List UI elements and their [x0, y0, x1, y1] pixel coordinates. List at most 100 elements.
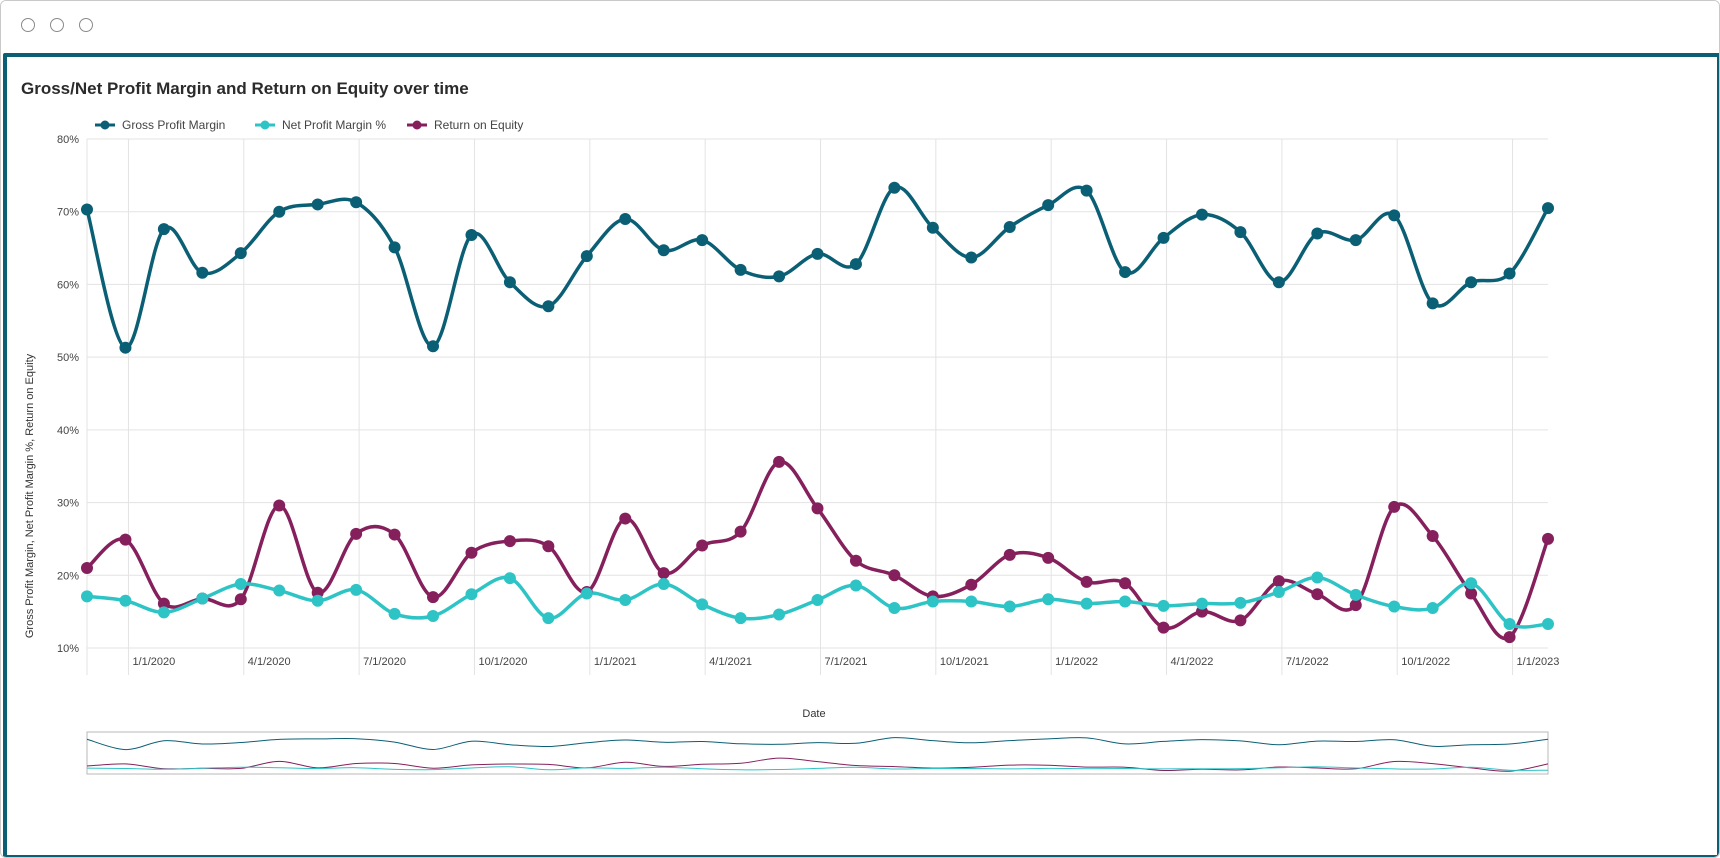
gross-profit-margin-point[interactable]	[1311, 227, 1324, 240]
return-on-equity-point[interactable]	[811, 502, 824, 515]
legend-item-net-profit-margin[interactable]: Net Profit Margin %	[255, 118, 386, 132]
legend-item-gross-profit-margin[interactable]: Gross Profit Margin	[95, 118, 225, 132]
net-profit-margin-point[interactable]	[580, 587, 593, 600]
net-profit-margin-point[interactable]	[542, 612, 555, 625]
return-on-equity-point[interactable]	[888, 569, 901, 582]
gross-profit-margin-point[interactable]	[1426, 297, 1439, 310]
return-on-equity-point[interactable]	[1042, 551, 1055, 564]
gross-profit-margin-point[interactable]	[1119, 266, 1132, 279]
return-on-equity-point[interactable]	[773, 455, 786, 468]
return-on-equity-point[interactable]	[734, 525, 747, 538]
close-window-button[interactable]	[21, 18, 35, 32]
return-on-equity-point[interactable]	[1311, 588, 1324, 601]
gross-profit-margin-point[interactable]	[234, 247, 247, 260]
net-profit-margin-point[interactable]	[1503, 618, 1516, 631]
gross-profit-margin-point[interactable]	[1542, 202, 1554, 215]
return-on-equity-point[interactable]	[388, 528, 401, 541]
net-profit-margin-point[interactable]	[196, 592, 209, 605]
return-on-equity-point[interactable]	[849, 554, 862, 567]
gross-profit-margin-point[interactable]	[1042, 199, 1055, 212]
net-profit-margin-point[interactable]	[1119, 595, 1132, 608]
return-on-equity-point[interactable]	[1003, 548, 1016, 561]
gross-profit-margin-point[interactable]	[1465, 276, 1478, 289]
gross-profit-margin-point[interactable]	[580, 250, 593, 263]
return-on-equity-point[interactable]	[1234, 614, 1247, 627]
gross-profit-margin-point[interactable]	[926, 221, 939, 234]
gross-profit-margin-point[interactable]	[696, 234, 709, 247]
net-profit-margin-point[interactable]	[1542, 618, 1554, 631]
gross-profit-margin-point[interactable]	[427, 340, 440, 353]
net-profit-margin-point[interactable]	[657, 578, 670, 591]
gross-profit-margin-point[interactable]	[1388, 209, 1401, 222]
return-on-equity-point[interactable]	[965, 578, 978, 591]
return-on-equity-point[interactable]	[119, 533, 132, 546]
net-profit-margin-point[interactable]	[811, 594, 824, 607]
gross-profit-margin-point[interactable]	[1272, 276, 1285, 289]
net-profit-margin-point[interactable]	[1311, 571, 1324, 584]
return-on-equity-point[interactable]	[1542, 532, 1554, 545]
maximize-window-button[interactable]	[79, 18, 93, 32]
return-on-equity-point[interactable]	[157, 597, 170, 610]
gross-profit-margin-point[interactable]	[1003, 220, 1016, 233]
gross-profit-margin-point[interactable]	[811, 247, 824, 260]
legend-item-return-on-equity[interactable]: Return on Equity	[407, 118, 523, 132]
return-on-equity-point[interactable]	[350, 527, 363, 540]
gross-profit-margin-point[interactable]	[1234, 226, 1247, 239]
gross-profit-margin-point[interactable]	[1349, 234, 1362, 247]
return-on-equity-point[interactable]	[1388, 500, 1401, 513]
gross-profit-margin-point[interactable]	[734, 263, 747, 276]
return-on-equity-point[interactable]	[234, 593, 247, 606]
gross-profit-margin-point[interactable]	[1157, 231, 1170, 244]
return-on-equity-point[interactable]	[81, 562, 93, 575]
return-on-equity-point[interactable]	[1465, 587, 1478, 600]
return-on-equity-point[interactable]	[696, 539, 709, 552]
net-profit-margin-point[interactable]	[1003, 600, 1016, 613]
return-on-equity-point[interactable]	[273, 499, 286, 512]
gross-profit-margin-point[interactable]	[888, 181, 901, 194]
return-on-equity-point[interactable]	[657, 567, 670, 580]
net-profit-margin-point[interactable]	[273, 584, 286, 597]
gross-profit-margin-point[interactable]	[311, 198, 324, 211]
net-profit-margin-point[interactable]	[350, 583, 363, 596]
net-profit-margin-point[interactable]	[696, 598, 709, 611]
gross-profit-margin-point[interactable]	[1080, 184, 1093, 197]
net-profit-margin-point[interactable]	[965, 595, 978, 608]
net-profit-margin-point[interactable]	[311, 594, 324, 607]
net-profit-margin-point[interactable]	[81, 590, 93, 603]
gross-profit-margin-point[interactable]	[1503, 267, 1516, 280]
return-on-equity-point[interactable]	[1272, 575, 1285, 588]
gross-profit-margin-point[interactable]	[1195, 208, 1208, 221]
net-profit-margin-point[interactable]	[1272, 586, 1285, 599]
net-profit-margin-point[interactable]	[503, 572, 516, 585]
gross-profit-margin-point[interactable]	[503, 276, 516, 289]
net-profit-margin-point[interactable]	[619, 594, 632, 607]
net-profit-margin-point[interactable]	[1042, 593, 1055, 606]
return-on-equity-point[interactable]	[1349, 599, 1362, 612]
gross-profit-margin-point[interactable]	[465, 228, 478, 241]
net-profit-margin-point[interactable]	[234, 578, 247, 591]
gross-profit-margin-point[interactable]	[657, 244, 670, 257]
return-on-equity-point[interactable]	[1080, 575, 1093, 588]
net-profit-margin-point[interactable]	[427, 610, 440, 623]
net-profit-margin-point[interactable]	[1426, 602, 1439, 615]
return-on-equity-point[interactable]	[503, 535, 516, 548]
return-on-equity-point[interactable]	[1503, 631, 1516, 644]
return-on-equity-point[interactable]	[1119, 577, 1132, 590]
return-on-equity-point[interactable]	[465, 546, 478, 559]
minimize-window-button[interactable]	[50, 18, 64, 32]
net-profit-margin-point[interactable]	[888, 602, 901, 615]
net-profit-margin-point[interactable]	[926, 595, 939, 608]
navigator-frame[interactable]	[86, 731, 1549, 775]
net-profit-margin-point[interactable]	[1349, 588, 1362, 601]
return-on-equity-point[interactable]	[427, 591, 440, 604]
return-on-equity-point[interactable]	[1157, 621, 1170, 634]
gross-profit-margin-point[interactable]	[965, 251, 978, 264]
net-profit-margin-point[interactable]	[157, 606, 170, 619]
gross-profit-margin-point[interactable]	[157, 223, 170, 236]
return-on-equity-point[interactable]	[542, 540, 555, 553]
net-profit-margin-point[interactable]	[1388, 600, 1401, 613]
range-navigator[interactable]	[86, 731, 1549, 775]
net-profit-margin-point[interactable]	[1195, 597, 1208, 610]
gross-profit-margin-point[interactable]	[81, 203, 93, 216]
gross-profit-margin-point[interactable]	[273, 205, 286, 218]
